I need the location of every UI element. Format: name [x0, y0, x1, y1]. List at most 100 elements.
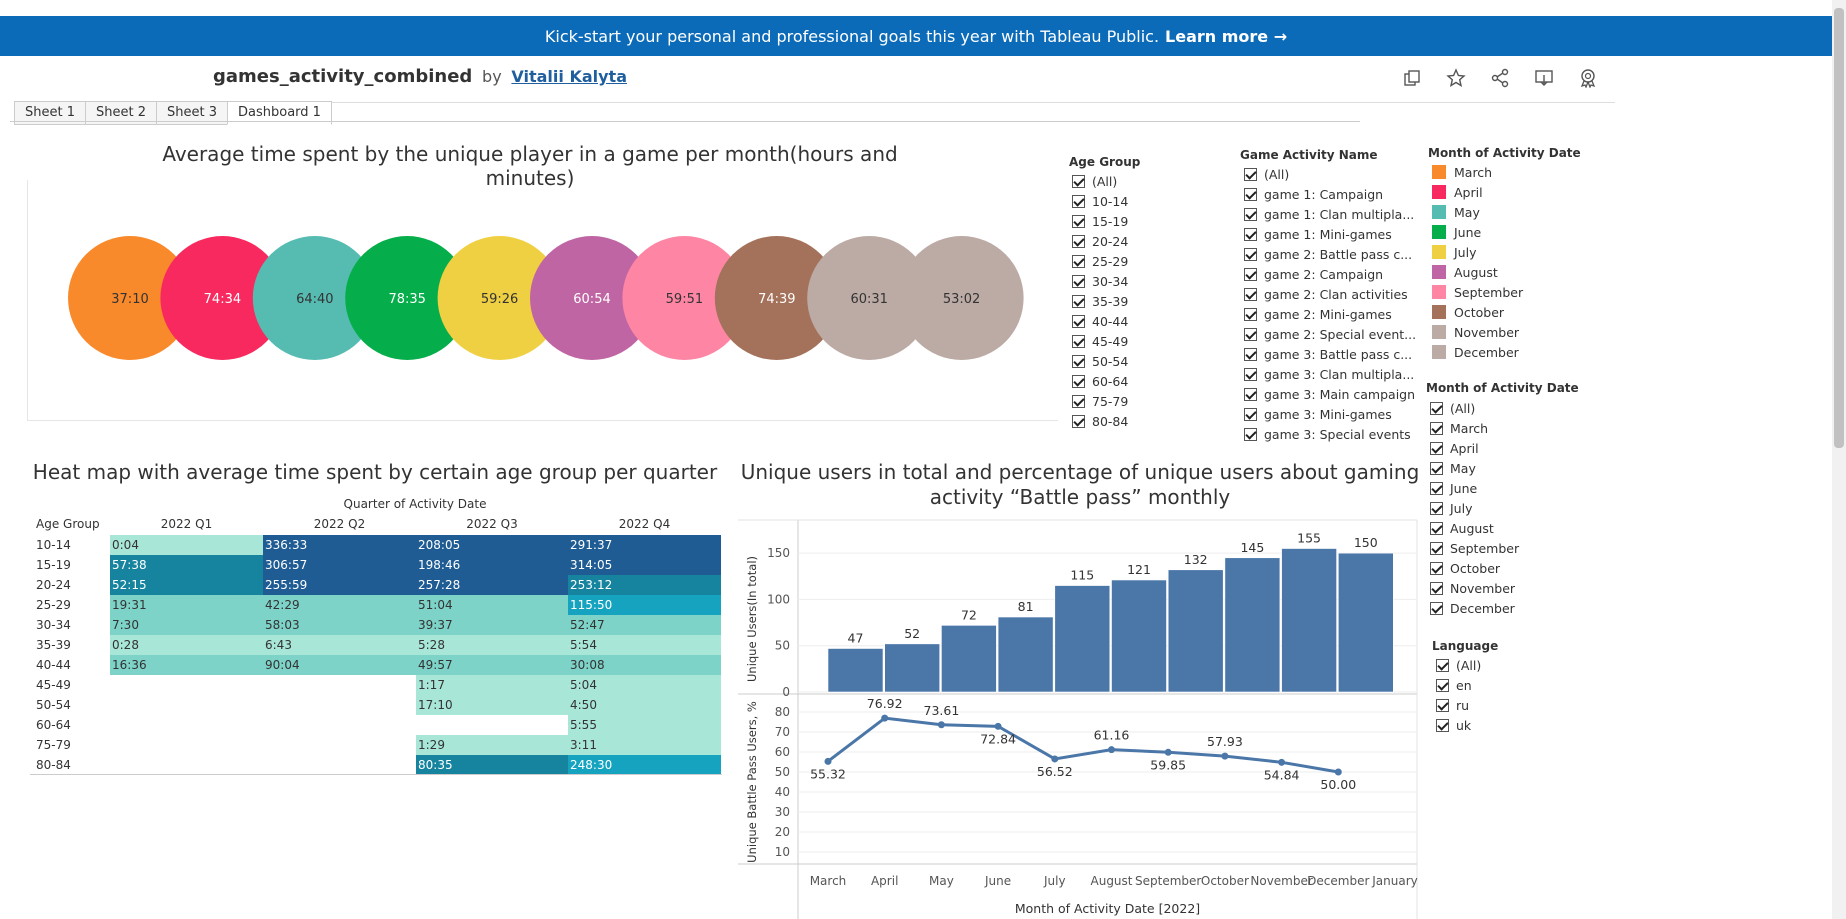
- activity-option[interactable]: game 2: Clan activities: [1244, 284, 1416, 304]
- checkbox-checked-icon[interactable]: [1430, 501, 1443, 515]
- heatmap-cell[interactable]: 30:08: [568, 655, 721, 675]
- line-point[interactable]: [1334, 768, 1342, 776]
- legend-item[interactable]: August: [1432, 262, 1523, 282]
- bar-july[interactable]: [1054, 585, 1111, 693]
- legend-item[interactable]: July: [1432, 242, 1523, 262]
- bubble-may[interactable]: [252, 236, 377, 360]
- language-option[interactable]: uk: [1436, 715, 1481, 735]
- heatmap-cell[interactable]: 51:04: [416, 595, 568, 615]
- heatmap-cell[interactable]: 6:43: [263, 635, 416, 655]
- bubble-december[interactable]: [899, 236, 1024, 360]
- bubble-august[interactable]: [530, 236, 654, 360]
- checkbox-checked-icon[interactable]: [1436, 658, 1449, 672]
- heatmap-cell[interactable]: 3:11: [568, 735, 721, 755]
- checkbox-checked-icon[interactable]: [1244, 367, 1257, 381]
- activity-option[interactable]: game 2: Mini-games: [1244, 304, 1416, 324]
- heatmap-cell[interactable]: 39:37: [416, 615, 568, 635]
- badge-icon[interactable]: [1576, 66, 1600, 90]
- star-icon[interactable]: [1444, 66, 1468, 90]
- checkbox-checked-icon[interactable]: [1072, 194, 1085, 208]
- checkbox-checked-icon[interactable]: [1430, 481, 1443, 495]
- activity-option[interactable]: game 1: Campaign: [1244, 184, 1416, 204]
- bar-may[interactable]: [941, 625, 997, 693]
- bar-august[interactable]: [1111, 579, 1167, 693]
- activity-option[interactable]: (All): [1244, 164, 1416, 184]
- checkbox-checked-icon[interactable]: [1430, 401, 1443, 415]
- bubble-october[interactable]: [714, 236, 839, 360]
- heatmap-cell[interactable]: 7:30: [110, 615, 263, 635]
- activity-option[interactable]: game 3: Mini-games: [1244, 404, 1416, 424]
- heatmap-cell[interactable]: 1:29: [416, 735, 568, 755]
- bar-june[interactable]: [997, 616, 1054, 693]
- copy-icon[interactable]: [1400, 66, 1424, 90]
- bar-november[interactable]: [1281, 548, 1337, 693]
- checkbox-checked-icon[interactable]: [1072, 234, 1085, 248]
- checkbox-checked-icon[interactable]: [1430, 601, 1443, 615]
- heatmap-cell[interactable]: 291:37: [568, 535, 721, 555]
- checkbox-checked-icon[interactable]: [1072, 254, 1085, 268]
- heatmap-cell[interactable]: 208:05: [416, 535, 568, 555]
- page-scrollbar[interactable]: [1832, 0, 1846, 919]
- line-point[interactable]: [1221, 752, 1229, 760]
- line-point[interactable]: [1278, 758, 1286, 766]
- line-point[interactable]: [994, 722, 1002, 730]
- age-group-option[interactable]: 35-39: [1072, 291, 1128, 311]
- age-group-option[interactable]: 60-64: [1072, 371, 1128, 391]
- line-point[interactable]: [937, 721, 945, 729]
- activity-option[interactable]: game 1: Mini-games: [1244, 224, 1416, 244]
- checkbox-checked-icon[interactable]: [1072, 174, 1085, 188]
- age-group-option[interactable]: 80-84: [1072, 411, 1128, 431]
- activity-option[interactable]: game 3: Battle pass c...: [1244, 344, 1416, 364]
- line-point[interactable]: [881, 714, 889, 722]
- age-group-option[interactable]: 75-79: [1072, 391, 1128, 411]
- heatmap-cell[interactable]: 16:36: [110, 655, 263, 675]
- activity-option[interactable]: game 3: Special events: [1244, 424, 1416, 444]
- heatmap-cell[interactable]: 49:57: [416, 655, 568, 675]
- month-option[interactable]: November: [1430, 578, 1519, 598]
- heatmap-cell[interactable]: 306:57: [263, 555, 416, 575]
- scrollbar-thumb[interactable]: [1834, 8, 1844, 448]
- heatmap-cell[interactable]: 336:33: [263, 535, 416, 555]
- checkbox-checked-icon[interactable]: [1244, 227, 1257, 241]
- checkbox-checked-icon[interactable]: [1072, 374, 1085, 388]
- heatmap-cell[interactable]: 4:50: [568, 695, 721, 715]
- checkbox-checked-icon[interactable]: [1244, 327, 1257, 341]
- month-option[interactable]: May: [1430, 458, 1519, 478]
- heatmap-cell[interactable]: 0:28: [110, 635, 263, 655]
- heatmap-cell[interactable]: 198:46: [416, 555, 568, 575]
- heatmap-cell[interactable]: 90:04: [263, 655, 416, 675]
- age-group-option[interactable]: (All): [1072, 171, 1128, 191]
- checkbox-checked-icon[interactable]: [1072, 274, 1085, 288]
- heatmap-cell[interactable]: 248:30: [568, 755, 721, 775]
- checkbox-checked-icon[interactable]: [1244, 267, 1257, 281]
- heatmap-cell[interactable]: 57:38: [110, 555, 263, 575]
- language-option[interactable]: ru: [1436, 695, 1481, 715]
- heatmap-cell[interactable]: 52:15: [110, 575, 263, 595]
- age-group-option[interactable]: 40-44: [1072, 311, 1128, 331]
- activity-option[interactable]: game 2: Battle pass c...: [1244, 244, 1416, 264]
- checkbox-checked-icon[interactable]: [1244, 167, 1257, 181]
- age-group-option[interactable]: 15-19: [1072, 211, 1128, 231]
- age-group-option[interactable]: 50-54: [1072, 351, 1128, 371]
- legend-item[interactable]: April: [1432, 182, 1523, 202]
- checkbox-checked-icon[interactable]: [1430, 421, 1443, 435]
- heatmap-cell[interactable]: 255:59: [263, 575, 416, 595]
- checkbox-checked-icon[interactable]: [1244, 247, 1257, 261]
- checkbox-checked-icon[interactable]: [1072, 414, 1085, 428]
- download-icon[interactable]: [1532, 66, 1556, 90]
- checkbox-checked-icon[interactable]: [1430, 461, 1443, 475]
- checkbox-checked-icon[interactable]: [1244, 427, 1257, 441]
- battle-pass-line[interactable]: [827, 716, 1339, 774]
- checkbox-checked-icon[interactable]: [1244, 387, 1257, 401]
- checkbox-checked-icon[interactable]: [1244, 187, 1257, 201]
- bubble-april[interactable]: [160, 236, 285, 360]
- age-group-option[interactable]: 25-29: [1072, 251, 1128, 271]
- checkbox-checked-icon[interactable]: [1244, 207, 1257, 221]
- heatmap-cell[interactable]: 58:03: [263, 615, 416, 635]
- language-option[interactable]: (All): [1436, 655, 1481, 675]
- line-point[interactable]: [1051, 755, 1059, 763]
- heatmap-cell[interactable]: 52:47: [568, 615, 721, 635]
- legend-item[interactable]: September: [1432, 282, 1523, 302]
- learn-more-link[interactable]: Learn more →: [1165, 26, 1288, 46]
- legend-item[interactable]: December: [1432, 342, 1523, 362]
